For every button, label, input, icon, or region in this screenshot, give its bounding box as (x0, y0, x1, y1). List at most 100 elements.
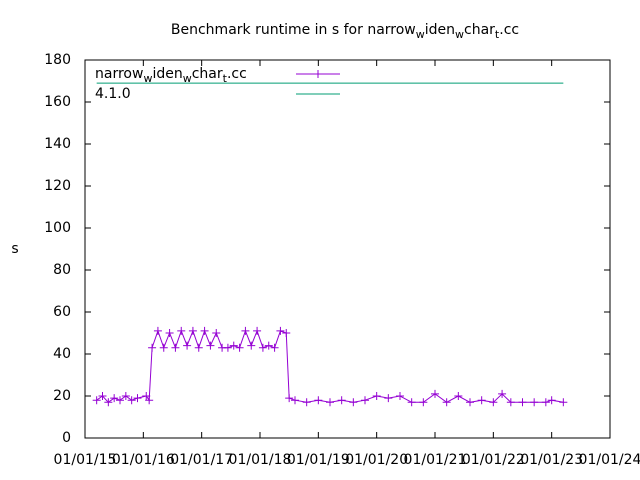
x-tick-label: 01/01/18 (229, 452, 292, 468)
point-marker (337, 396, 346, 405)
point-marker (372, 392, 381, 400)
point-marker (159, 343, 168, 352)
point-marker (188, 326, 197, 335)
point-marker (121, 392, 130, 400)
y-tick-label: 60 (53, 304, 71, 320)
point-marker (177, 326, 186, 335)
point-marker (127, 396, 136, 405)
point-marker (489, 398, 498, 407)
x-tick-label: 01/01/17 (170, 452, 233, 468)
point-marker (466, 398, 474, 407)
y-tick-label: 180 (44, 52, 71, 68)
chart-title: Benchmark runtime in s for narrowwidenwc… (171, 22, 519, 41)
point-marker (133, 394, 142, 403)
point-marker (477, 396, 486, 405)
point-marker (264, 341, 273, 350)
text-piece: .cc (499, 22, 519, 38)
x-tick-label: 01/01/24 (579, 452, 640, 468)
point-marker (116, 396, 124, 405)
text-piece: w (143, 72, 152, 85)
point-marker (145, 396, 154, 405)
text-piece: Benchmark runtime in s for narrow (171, 22, 416, 38)
point-marker (223, 343, 232, 352)
text-piece: w (183, 72, 192, 85)
legend-label: narrowwidenwchart.cc (95, 66, 247, 85)
text-piece: 4.1.0 (95, 86, 131, 102)
y-tick-label: 100 (44, 220, 71, 236)
y-tick-label: 0 (62, 430, 71, 446)
text-piece: char (192, 66, 223, 82)
point-marker (212, 329, 221, 337)
point-marker (396, 392, 404, 400)
point-marker (302, 398, 311, 407)
point-marker (142, 392, 151, 400)
x-tick-label: 01/01/22 (462, 452, 525, 468)
point-marker (276, 326, 285, 335)
text-piece: narrow (95, 66, 143, 82)
point-marker (165, 329, 174, 337)
point-marker (148, 343, 157, 352)
point-marker (235, 343, 244, 352)
point-marker (285, 394, 294, 403)
text-piece: t (495, 28, 500, 41)
point-marker (559, 398, 568, 407)
point-marker (153, 326, 162, 335)
y-tick-label: 20 (53, 388, 71, 404)
point-marker (253, 326, 262, 335)
point-marker (110, 394, 119, 403)
point-marker (431, 389, 439, 398)
point-marker (498, 389, 507, 398)
point-marker (183, 341, 192, 350)
point-marker (258, 343, 267, 352)
legend-marker (314, 70, 322, 78)
text-piece: w (416, 28, 425, 41)
x-tick-label: 01/01/15 (54, 452, 117, 468)
point-marker (206, 341, 215, 350)
point-marker (419, 398, 428, 407)
point-marker (326, 398, 334, 407)
point-marker (547, 396, 556, 405)
text-piece: w (455, 28, 464, 41)
x-tick-label: 01/01/20 (345, 452, 408, 468)
point-marker (442, 398, 451, 407)
point-marker (171, 343, 180, 352)
text-piece: t (223, 72, 228, 85)
point-marker (384, 394, 393, 403)
point-marker (314, 396, 323, 405)
y-axis-label: s (11, 241, 18, 257)
plot-frame (84, 59, 611, 439)
point-marker (241, 326, 250, 335)
point-marker (530, 398, 539, 407)
x-tick-label: 01/01/16 (112, 452, 175, 468)
text-piece: .cc (227, 66, 247, 82)
text-piece: iden (152, 66, 182, 82)
y-tick-label: 140 (44, 136, 71, 152)
point-marker (407, 398, 416, 407)
point-marker (229, 341, 238, 350)
point-marker (541, 398, 550, 407)
point-marker (518, 398, 527, 407)
point-marker (506, 398, 515, 407)
point-marker (270, 343, 279, 352)
point-marker (361, 396, 369, 405)
y-tick-label: 40 (53, 346, 71, 362)
point-marker (282, 329, 291, 337)
y-tick-label: 80 (53, 262, 71, 278)
point-marker (291, 396, 299, 405)
x-tick-label: 01/01/19 (287, 452, 350, 468)
point-marker (104, 398, 113, 407)
x-tick-label: 01/01/21 (404, 452, 467, 468)
point-marker (200, 326, 209, 335)
point-marker (349, 398, 358, 407)
legend-label: 4.1.0 (95, 86, 131, 102)
y-tick-label: 120 (44, 178, 71, 194)
point-marker (194, 343, 203, 352)
series-line (96, 329, 564, 403)
point-marker (98, 392, 107, 400)
text-piece: char (464, 22, 495, 38)
text-piece: iden (425, 22, 455, 38)
point-marker (247, 341, 256, 350)
y-tick-label: 160 (44, 94, 71, 110)
point-marker (454, 392, 463, 400)
